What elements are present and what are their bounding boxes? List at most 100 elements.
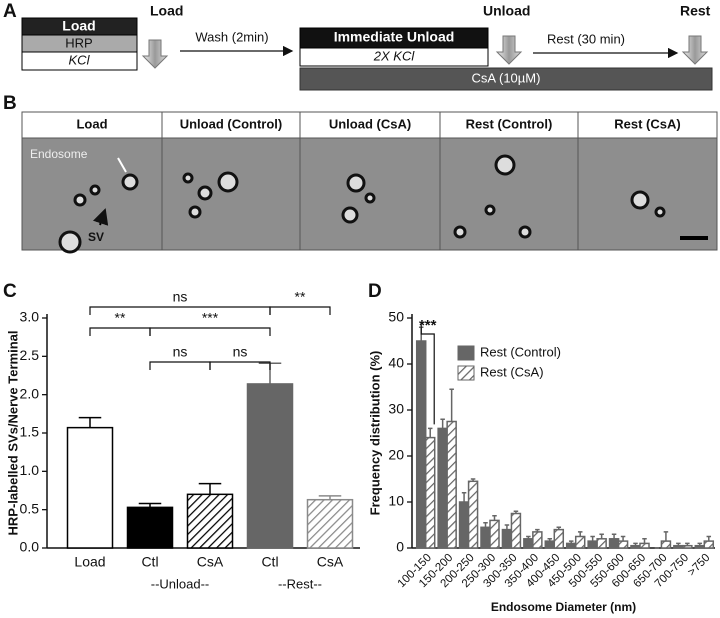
error-bar	[138, 502, 162, 508]
error-bar	[577, 531, 583, 537]
error-bar	[526, 535, 531, 539]
down-arrow	[495, 35, 523, 65]
bar	[630, 544, 641, 549]
column-header: Rest (CsA)	[614, 116, 680, 131]
error-bar	[663, 531, 669, 542]
legend-label: Rest (CsA)	[480, 364, 544, 379]
x-tick-label: CsA	[317, 554, 344, 570]
x-tick-label: CsA	[197, 554, 224, 570]
error-bar	[513, 510, 519, 514]
error-bar	[599, 533, 604, 539]
legend-swatch	[457, 365, 475, 381]
y-tick-label: 0.5	[20, 500, 40, 516]
vesicles	[58, 154, 666, 254]
error-bar	[568, 540, 574, 544]
group-label: --Rest--	[278, 576, 322, 591]
error-bar	[461, 492, 467, 502]
bar	[574, 535, 586, 549]
group-label: --Unload--	[151, 576, 210, 591]
y-tick-label: 2.5	[20, 347, 40, 363]
header-row	[21, 111, 718, 139]
bar	[467, 480, 479, 549]
y-tick-label: 3.0	[20, 309, 40, 325]
error-bar	[483, 521, 488, 528]
column-header: Unload (Control)	[180, 116, 283, 131]
legend-label: Rest (Control)	[480, 344, 561, 359]
bar	[660, 540, 672, 549]
error-bar	[198, 482, 222, 495]
bar	[415, 340, 427, 549]
panel-letter: D	[368, 281, 382, 302]
error-bar	[449, 388, 454, 422]
significance-bracket	[269, 306, 331, 315]
y-tick-label: 30	[388, 401, 404, 417]
bar	[306, 498, 354, 549]
error-bar	[697, 542, 703, 546]
significance-label: ***	[202, 310, 219, 326]
box-label: Immediate Unload	[334, 29, 455, 45]
error-bar	[642, 538, 647, 544]
column-header: Unload (CsA)	[329, 116, 411, 131]
error-bar	[492, 515, 497, 521]
x-axis-label: Endosome Diameter (nm)	[491, 600, 636, 614]
bar	[703, 540, 715, 549]
bar	[446, 420, 457, 549]
box-label: 2X KCl	[373, 48, 416, 63]
bar	[66, 426, 114, 549]
y-tick-label: 2.0	[20, 385, 40, 401]
bar	[510, 512, 522, 549]
bar	[246, 383, 294, 549]
error-bar	[611, 533, 617, 539]
x-tick-label: Ctl	[141, 554, 158, 570]
bar	[587, 540, 598, 549]
error-bar	[676, 542, 681, 546]
y-axis-label: HRP-labelled SVs/Nerve Terminal	[5, 331, 20, 536]
y-tick-label: 0.0	[20, 539, 40, 555]
significance-bracket	[420, 323, 435, 425]
error-bar	[78, 416, 102, 428]
significance-label: **	[115, 310, 126, 326]
y-tick-label: 20	[388, 447, 404, 463]
significance-label: ns	[173, 289, 188, 305]
drug-bar	[299, 67, 713, 91]
bar	[639, 542, 650, 549]
y-tick-label: 10	[388, 493, 404, 509]
significance-bracket	[209, 361, 271, 370]
significance-bracket	[149, 327, 271, 336]
panel-a: A Load HRP KCl Load Wash (2min) Immediat…	[3, 1, 713, 91]
significance-bracket	[89, 327, 151, 336]
down-arrow	[681, 35, 709, 65]
bar	[596, 538, 607, 549]
panel-letter: B	[3, 93, 17, 114]
bar	[532, 531, 543, 549]
box-label: Load	[62, 18, 95, 34]
bar	[480, 526, 491, 549]
error-bar	[620, 535, 626, 542]
scale-bar	[680, 236, 708, 240]
down-arrow	[141, 39, 169, 69]
column-header: Load	[76, 116, 107, 131]
bar	[458, 501, 470, 549]
significance-bracket	[149, 361, 211, 370]
significance-label: ns	[233, 344, 248, 360]
error-bar	[504, 524, 510, 530]
significance-label: ns	[173, 344, 188, 360]
y-tick-label: 1.5	[20, 424, 40, 440]
error-bar	[440, 418, 445, 429]
error-bar	[706, 535, 712, 542]
step-label: Wash (2min)	[195, 29, 268, 44]
bar	[437, 427, 448, 549]
bar	[608, 538, 620, 549]
x-tick-label: Ctl	[261, 554, 278, 570]
bar	[617, 540, 629, 549]
step-title: Rest	[680, 3, 711, 19]
bar	[544, 540, 556, 549]
pointer	[117, 157, 127, 173]
error-bar	[556, 526, 562, 530]
legend-swatch	[457, 345, 475, 361]
y-tick-label: 1.0	[20, 462, 40, 478]
bar	[501, 528, 513, 549]
y-axis-label: Frequency distribution (%)	[367, 351, 382, 516]
box	[21, 51, 138, 71]
